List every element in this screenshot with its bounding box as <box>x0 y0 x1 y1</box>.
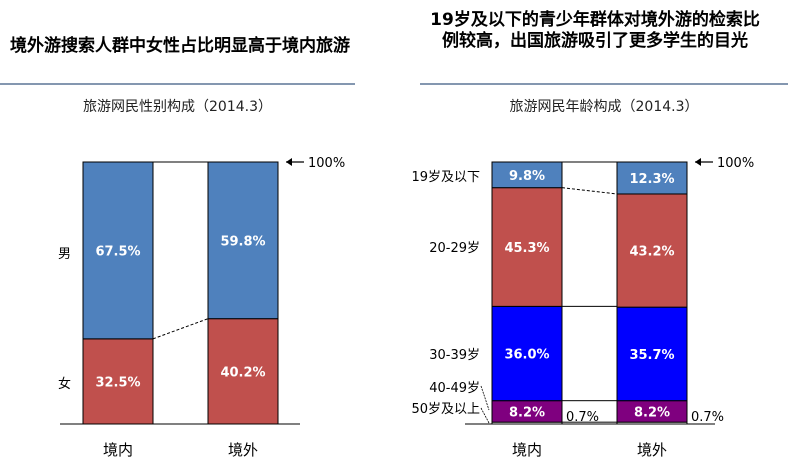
left-divider <box>0 83 355 85</box>
right-subtitle: 旅游网民年龄构成（2014.3） <box>509 99 699 115</box>
data-label: 9.8% <box>509 169 545 184</box>
bar-segment <box>491 187 563 307</box>
series-label: 女 <box>58 376 71 392</box>
data-label: 35.7% <box>629 348 674 363</box>
connector-line <box>561 187 618 195</box>
data-label: 0.7% <box>691 410 724 425</box>
data-label: 45.3% <box>504 241 549 256</box>
category-label: 境内 <box>512 441 542 459</box>
top-annotation: 100% <box>308 156 345 171</box>
data-label: 8.2% <box>634 405 670 420</box>
gap-panel <box>152 161 209 425</box>
leader-line <box>480 407 490 424</box>
leader-line <box>480 385 490 411</box>
series-label: 50岁及以上 <box>411 402 480 417</box>
series-label: 男 <box>58 247 71 262</box>
data-label: 32.5% <box>95 375 140 390</box>
bar-segment <box>82 161 154 340</box>
category-label: 境外 <box>637 441 667 459</box>
series-label: 40-49岁 <box>429 381 480 396</box>
data-label: 43.2% <box>629 245 674 260</box>
series-label: 20-29岁 <box>429 241 480 256</box>
bar-segment <box>491 161 563 189</box>
arrow-left-icon <box>695 158 701 166</box>
data-label: 67.5% <box>95 244 140 259</box>
series-label: 19岁及以下 <box>411 170 480 185</box>
right-divider <box>420 83 788 85</box>
bar-segment <box>616 161 688 195</box>
data-label: 40.2% <box>220 365 265 380</box>
bar-segment <box>207 161 279 320</box>
data-label: 0.7% <box>566 410 599 425</box>
data-label: 8.2% <box>509 405 545 420</box>
gap-panel <box>561 161 618 307</box>
data-label: 36.0% <box>504 348 549 363</box>
right-title: 19岁及以下的青少年群体对境外游的检索比例较高，出国旅游吸引了更多学生的目光 <box>430 10 760 51</box>
left-subtitle: 旅游网民性别构成（2014.3） <box>83 99 272 115</box>
bar-segment <box>207 318 279 425</box>
arrow-left-icon <box>286 158 292 166</box>
category-label: 境外 <box>228 441 258 459</box>
top-annotation: 100% <box>717 156 754 171</box>
bar-segment <box>616 306 688 402</box>
category-label: 境内 <box>103 441 133 459</box>
data-label: 59.8% <box>220 234 265 249</box>
left-title: 境外游搜索人群中女性占比明显高于境内旅游 <box>10 36 350 56</box>
series-label: 30-39岁 <box>429 348 480 363</box>
bar-segment <box>616 193 688 308</box>
data-label: 12.3% <box>629 172 674 187</box>
